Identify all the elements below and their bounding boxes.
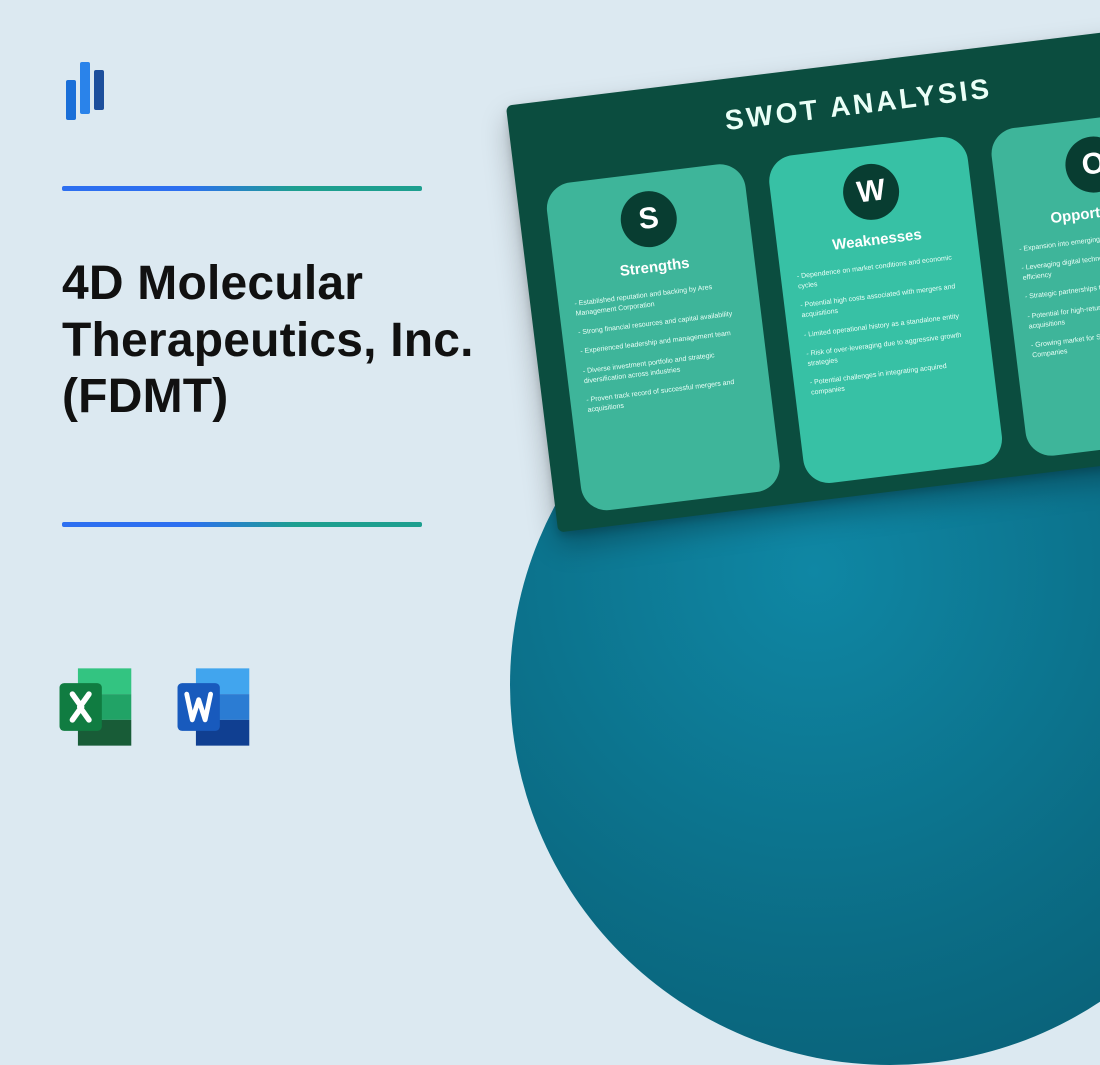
swot-heading: Opportunities (1050, 198, 1100, 227)
logo-bar (94, 70, 104, 110)
swot-col-weaknesses: W Weaknesses Dependence on market condit… (766, 134, 1005, 486)
swot-col-strengths: S Strengths Established reputation and b… (544, 161, 783, 513)
word-icon (172, 661, 264, 753)
swot-letter: S (618, 188, 680, 250)
logo-bar (80, 62, 90, 114)
swot-heading: Strengths (619, 255, 691, 280)
divider-bottom (62, 522, 422, 527)
swot-items: Expansion into emerging sectors Leveragi… (1019, 225, 1100, 371)
swot-heading: Weaknesses (831, 226, 922, 254)
swot-columns: S Strengths Established reputation and b… (544, 107, 1100, 513)
swot-col-opportunities: O Opportunities Expansion into emerging … (989, 107, 1100, 459)
brand-logo (58, 56, 118, 128)
file-icons-row (54, 661, 264, 753)
logo-bar (66, 80, 76, 120)
divider-top (62, 186, 422, 191)
swot-items: Dependence on market conditions and econ… (796, 252, 979, 408)
swot-items: Established reputation and backing by Ar… (574, 279, 756, 425)
page-title: 4D Molecular Therapeutics, Inc. (FDMT) (62, 256, 502, 426)
swot-letter: O (1062, 133, 1100, 195)
swot-letter: W (840, 161, 902, 223)
swot-item: Expansion into emerging sectors (1019, 225, 1100, 256)
infographic-canvas: 4D Molecular Therapeutics, Inc. (FDMT) S… (0, 0, 1100, 805)
swot-card: SWOT ANALYSIS S Strengths Established re… (506, 20, 1100, 532)
excel-icon (54, 661, 146, 753)
